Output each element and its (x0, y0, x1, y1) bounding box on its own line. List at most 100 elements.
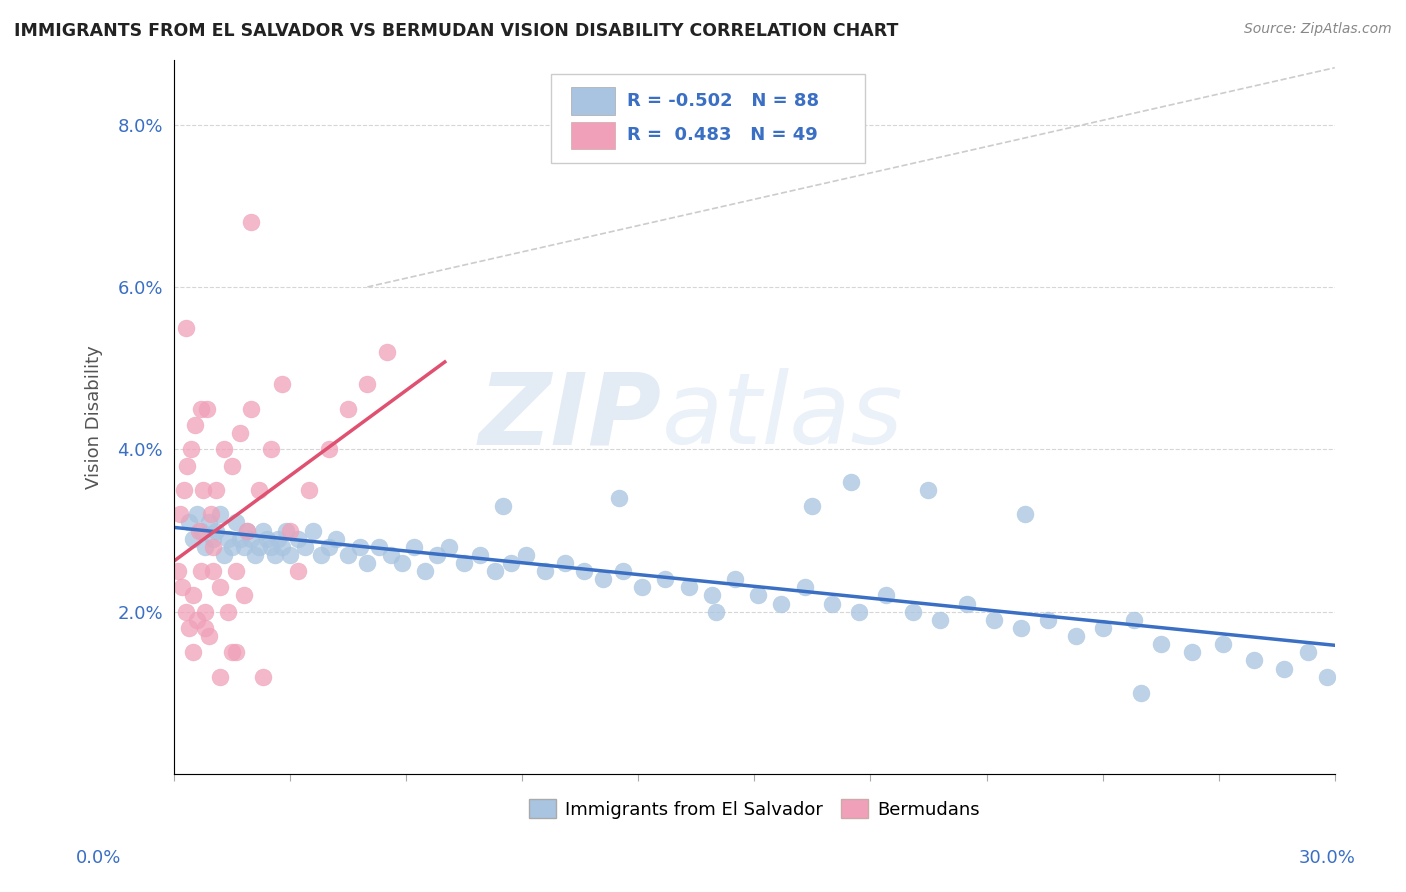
Point (1130, 686, 1153, 700)
Point (236, 524, 259, 538)
Point (337, 548, 360, 562)
Point (184, 417, 207, 432)
Point (263, 548, 285, 562)
Point (747, 589, 769, 603)
Point (190, 564, 212, 578)
Point (169, 508, 191, 522)
Point (225, 564, 247, 578)
Point (197, 516, 219, 530)
Point (572, 564, 595, 578)
FancyBboxPatch shape (551, 74, 865, 163)
Point (243, 548, 266, 562)
Point (195, 401, 218, 416)
Point (821, 597, 844, 611)
Point (375, 345, 398, 359)
Point (176, 458, 198, 473)
Point (415, 564, 437, 578)
Point (499, 556, 522, 570)
Point (318, 540, 340, 554)
Point (848, 605, 870, 619)
Point (190, 524, 212, 538)
Point (174, 605, 197, 619)
Point (1296, 645, 1319, 659)
Point (337, 401, 360, 416)
Point (380, 548, 402, 562)
Point (278, 524, 301, 538)
Point (225, 516, 247, 530)
Point (247, 483, 270, 497)
Point (554, 556, 576, 570)
Point (929, 613, 952, 627)
Point (294, 540, 316, 554)
Point (770, 597, 793, 611)
Point (983, 613, 1005, 627)
Point (240, 401, 263, 416)
Point (240, 215, 263, 229)
Point (252, 670, 274, 684)
Point (437, 540, 460, 554)
Point (654, 572, 676, 586)
Legend: Immigrants from El Salvador, Bermudans: Immigrants from El Salvador, Bermudans (522, 792, 987, 826)
Point (356, 377, 378, 392)
Text: IMMIGRANTS FROM EL SALVADOR VS BERMUDAN VISION DISABILITY CORRELATION CHART: IMMIGRANTS FROM EL SALVADOR VS BERMUDAN … (14, 22, 898, 40)
Point (484, 564, 506, 578)
Point (260, 540, 283, 554)
Point (217, 605, 239, 619)
Point (228, 426, 250, 441)
Point (232, 589, 254, 603)
Point (271, 377, 294, 392)
Point (209, 580, 232, 594)
Point (1149, 637, 1171, 651)
Point (1243, 653, 1265, 667)
Point (612, 564, 634, 578)
Point (260, 442, 283, 457)
Point (180, 442, 202, 457)
Point (186, 613, 208, 627)
Point (209, 670, 232, 684)
Point (453, 556, 475, 570)
Point (402, 540, 425, 554)
Bar (571, 87, 614, 114)
Point (318, 442, 340, 457)
Text: ZIP: ZIP (478, 368, 661, 466)
Point (278, 548, 301, 562)
Point (1316, 670, 1339, 684)
Point (225, 645, 247, 659)
Point (173, 483, 195, 497)
Point (793, 580, 815, 594)
Point (276, 524, 298, 538)
Point (839, 475, 862, 489)
Text: R =  0.483   N = 49: R = 0.483 N = 49 (627, 127, 817, 145)
Point (221, 540, 243, 554)
Point (1064, 629, 1087, 643)
Point (252, 524, 274, 538)
Point (302, 524, 325, 538)
Point (209, 508, 232, 522)
Text: Source: ZipAtlas.com: Source: ZipAtlas.com (1244, 22, 1392, 37)
Point (247, 540, 270, 554)
Point (298, 483, 321, 497)
Point (201, 564, 224, 578)
Point (201, 532, 224, 546)
Point (181, 532, 204, 546)
Point (391, 556, 413, 570)
Point (592, 572, 614, 586)
Y-axis label: Vision Disability: Vision Disability (86, 345, 103, 489)
Text: 0.0%: 0.0% (76, 849, 121, 867)
Point (426, 548, 449, 562)
Point (1014, 508, 1036, 522)
Point (221, 645, 243, 659)
Point (217, 532, 239, 546)
Point (700, 589, 723, 603)
Point (515, 548, 537, 562)
Point (228, 532, 250, 546)
Point (205, 524, 228, 538)
Point (240, 532, 263, 546)
Point (1212, 637, 1234, 651)
Point (368, 540, 391, 554)
Point (200, 508, 222, 522)
Point (287, 532, 309, 546)
Point (174, 320, 197, 334)
Point (179, 621, 201, 635)
Point (179, 516, 201, 530)
